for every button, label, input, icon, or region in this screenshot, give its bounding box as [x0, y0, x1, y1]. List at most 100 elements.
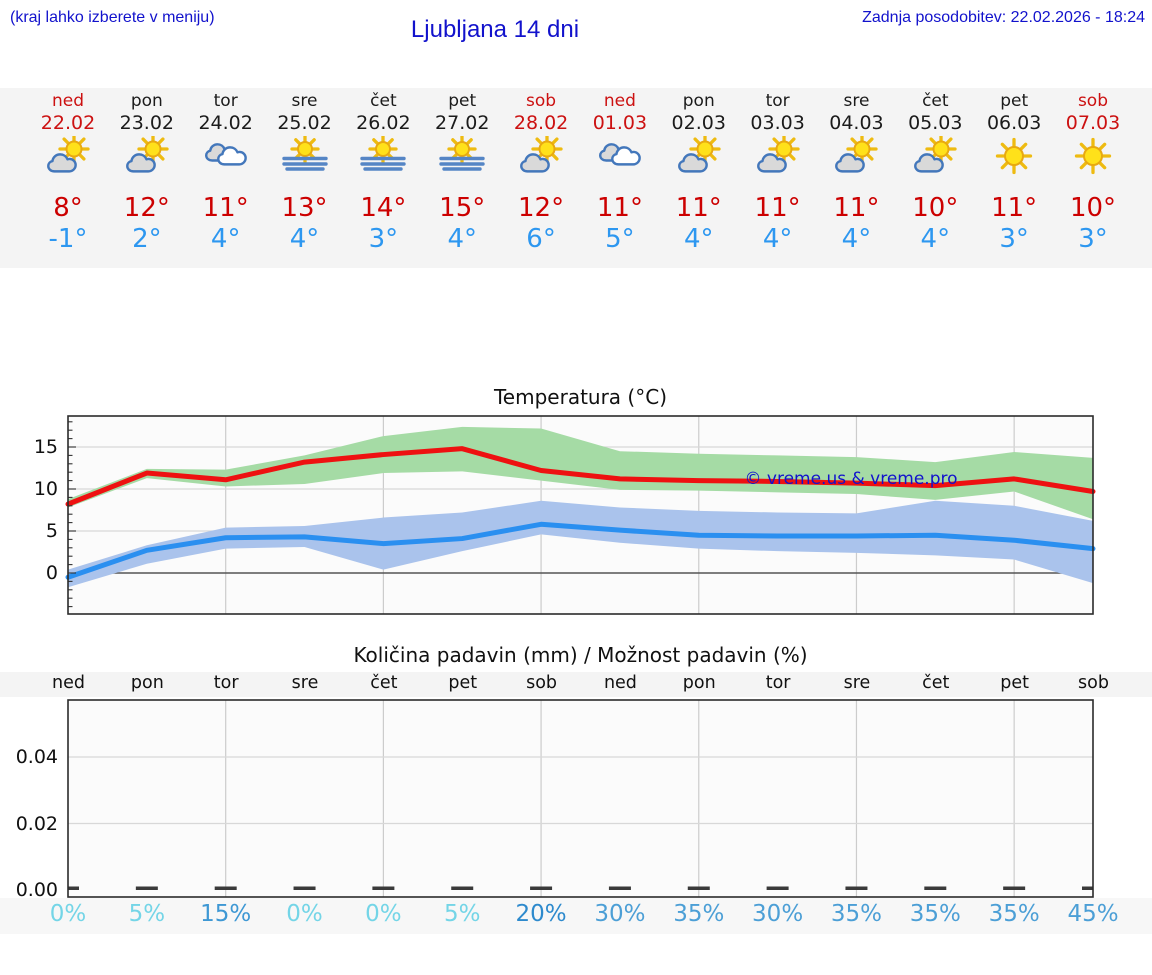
day-date: 04.03	[829, 112, 884, 134]
fog-sun-icon	[439, 136, 485, 171]
cloudy-icon	[204, 143, 247, 166]
day-min-temp: 3°	[1078, 224, 1108, 254]
precip-day-label: sre	[843, 673, 871, 693]
day-max-temp: 10°	[1069, 193, 1117, 223]
day-min-temp: 3°	[999, 224, 1029, 254]
sun-shape	[1074, 137, 1112, 175]
day-date: 28.02	[513, 112, 569, 134]
precip-day-label: tor	[213, 673, 239, 693]
forecast-day: čet 26.02 14° 3°	[344, 88, 423, 268]
precip-bar	[924, 886, 947, 890]
sunny-icon	[995, 137, 1033, 175]
day-max-temp: 15°	[439, 193, 486, 223]
day-date: 06.03	[986, 112, 1042, 134]
precip-probability-label: 5%	[443, 901, 481, 927]
precip-probability-label: 30%	[594, 901, 646, 927]
sun-shape	[368, 136, 399, 164]
precip-chart-title: Količina padavin (mm) / Možnost padavin …	[353, 643, 808, 667]
sun-shape	[289, 136, 320, 164]
day-name: pet	[1000, 91, 1029, 111]
sun-cloud-icon	[520, 136, 563, 173]
precip-bar	[68, 886, 79, 890]
day-min-temp: 4°	[447, 224, 477, 254]
day-max-temp: 13°	[281, 193, 328, 223]
precip-bar	[1003, 886, 1026, 890]
page-title: Ljubljana 14 dni	[410, 16, 580, 43]
day-date: 25.02	[277, 112, 332, 134]
precip-probability-label: 45%	[1067, 901, 1119, 927]
sun-shape	[995, 137, 1033, 175]
precip-probability-label: 0%	[49, 901, 87, 927]
precip-probability-label: 0%	[286, 901, 323, 927]
cloudy-icon	[598, 143, 641, 166]
forecast-day: pet 27.02 15° 4°	[423, 88, 502, 268]
day-min-temp: 4°	[210, 224, 241, 254]
precip-day-label: ned	[52, 673, 85, 693]
forecast-day: čet 05.03 10° 4°	[896, 88, 975, 268]
precip-day-label: tor	[765, 673, 791, 693]
sun-cloud-icon	[835, 136, 879, 173]
day-min-temp: 4°	[289, 224, 320, 254]
temp-ytick-label: 0	[45, 562, 58, 584]
sun-cloud-icon	[914, 136, 957, 173]
precip-ytick-label: 0.00	[15, 879, 58, 901]
day-max-temp: 11°	[754, 193, 801, 223]
day-name: čet	[370, 91, 397, 111]
day-name: tor	[765, 91, 790, 111]
day-date: 26.02	[356, 112, 411, 134]
sun-shape	[531, 136, 563, 165]
fog-sun-icon	[360, 136, 407, 171]
precip-probability-label: 35%	[988, 901, 1040, 927]
precip-ytick-label: 0.04	[15, 746, 58, 768]
day-name: čet	[922, 91, 949, 111]
sun-cloud-icon	[677, 136, 721, 173]
day-date: 07.03	[1065, 112, 1121, 134]
temp-ytick-label: 10	[33, 478, 58, 500]
temperature-chart-title: Temperatura (°C)	[493, 385, 667, 409]
day-name: sre	[843, 91, 870, 111]
fog-sun-icon	[281, 136, 328, 171]
precip-bar	[766, 886, 789, 890]
precip-probability-label: 0%	[365, 901, 402, 927]
precip-day-label: čet	[922, 673, 950, 693]
watermark: © vreme.us & vreme.pro	[744, 469, 958, 489]
last-update-label: Zadnja posodobitev: 22.02.2026 - 18:24	[862, 9, 1145, 26]
temp-ytick-label: 15	[33, 436, 58, 458]
sun-cloud-icon	[756, 136, 800, 173]
day-date: 22.02	[40, 112, 96, 134]
day-date: 23.02	[119, 112, 175, 134]
day-max-temp: 10°	[912, 193, 959, 223]
sunny-icon	[1074, 137, 1112, 175]
day-min-temp: -1°	[48, 224, 88, 254]
forecast-day: pet 06.03 11° 3°	[975, 88, 1054, 268]
day-name: sob	[1077, 91, 1109, 111]
day-name: sob	[526, 91, 557, 111]
forecast-day: sob 28.02 12° 6°	[502, 88, 581, 268]
precip-bar	[451, 886, 474, 890]
day-max-temp: 12°	[123, 193, 170, 223]
day-name: tor	[213, 91, 238, 111]
sun-cloud-icon	[47, 136, 90, 173]
sun-cloud-icon	[125, 136, 169, 173]
precip-day-label: sob	[1078, 673, 1109, 693]
forecast-day: ned 01.03 11° 5°	[581, 88, 660, 268]
precip-bar	[608, 886, 631, 890]
location-hint: (kraj lahko izberete v meniju)	[10, 9, 215, 26]
forecast-day: sre 25.02 13° 4°	[265, 88, 344, 268]
day-date: 01.03	[592, 112, 648, 134]
precip-probability-label: 35%	[909, 901, 961, 927]
forecast-day: pon 02.03 11° 4°	[659, 88, 738, 268]
forecast-strip-background	[0, 88, 1152, 268]
precip-day-label: sre	[291, 673, 319, 693]
precip-day-label: pet	[448, 673, 478, 693]
day-date: 03.03	[750, 112, 805, 134]
forecast-day: tor 03.03 11° 4°	[738, 88, 817, 268]
forecast-day: pon 23.02 12° 2°	[107, 88, 186, 268]
precip-bar	[135, 886, 158, 890]
forecast-day: ned 22.02 8° -1°	[29, 88, 108, 268]
forecast-day: sre 04.03 11° 4°	[817, 88, 896, 268]
day-name: ned	[603, 91, 636, 111]
precip-probability-label: 35%	[830, 901, 883, 927]
day-max-temp: 14°	[360, 193, 407, 223]
